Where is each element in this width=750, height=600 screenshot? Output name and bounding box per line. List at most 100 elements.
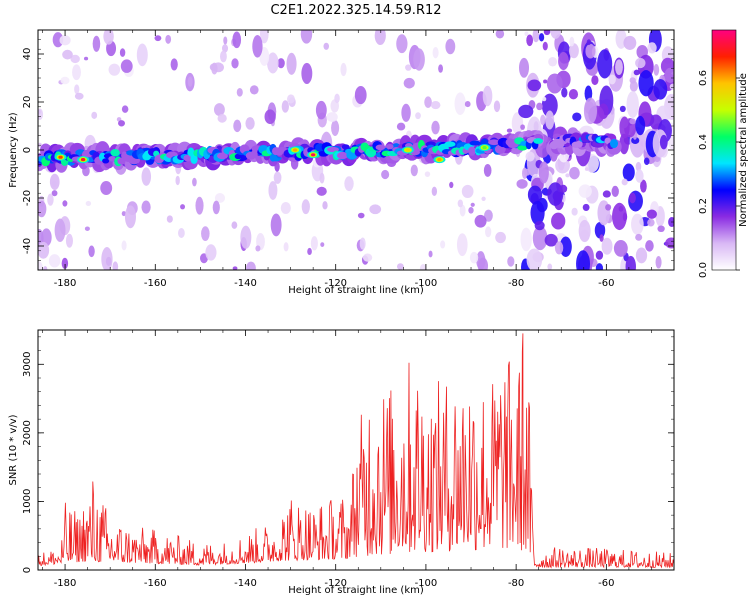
heatmap-noise-cell: [622, 163, 635, 182]
snr-x-tick-label: -180: [54, 578, 77, 589]
heatmap-y-tick-label: -40: [22, 238, 33, 254]
heatmap-noise-cell: [454, 92, 466, 116]
snr-x-tick-label: -80: [508, 578, 524, 589]
heatmap-y-tick-label: 40: [22, 48, 33, 61]
heatmap-noise-cell: [431, 186, 438, 197]
heatmap-noise-cell: [124, 205, 136, 229]
heatmap-noise-cell: [440, 240, 446, 249]
heatmap-noise-cell: [559, 236, 572, 257]
heatmap-noise-cell: [410, 164, 418, 177]
heatmap-x-tick-label: -100: [415, 278, 438, 289]
heatmap-band-cell: [234, 153, 242, 160]
heatmap-noise-cell: [445, 38, 456, 55]
heatmap-noise-cell: [474, 214, 487, 228]
colorbar: 0.0 0.2 0.4 0.6 Normalized spectral amplitu…: [698, 29, 749, 278]
heatmap-noise-cell: [568, 43, 579, 59]
heatmap-noise-cell: [396, 34, 408, 54]
heatmap-noise-cell: [232, 266, 238, 270]
heatmap-noise-cell: [521, 167, 528, 180]
heatmap-noise-cell: [629, 77, 636, 84]
colorbar-tick-label: 0.0: [698, 262, 709, 278]
colorbar-ticks: 0.0 0.2 0.4 0.6: [698, 70, 740, 278]
heatmap-noise-cell: [240, 225, 252, 249]
heatmap-noise-cell: [631, 137, 640, 144]
snr-y-tick-label: 0: [22, 567, 33, 573]
heatmap-noise-cell: [51, 190, 58, 197]
heatmap-noise-cell: [605, 204, 612, 211]
heatmap-noise-cell: [594, 221, 606, 239]
heatmap-noise-cell: [519, 57, 530, 78]
heatmap-noise-cell: [653, 78, 668, 100]
heatmap-noise-cell: [357, 212, 365, 219]
heatmap-noise-cell: [518, 104, 534, 119]
heatmap-noise-cell: [430, 101, 441, 110]
heatmap-noise-cell: [629, 192, 636, 204]
heatmap-noise-cell: [166, 215, 173, 223]
heatmap-noise-cell: [631, 213, 644, 235]
snr-x-tick-label: -160: [144, 578, 167, 589]
heatmap-noise-cell: [611, 185, 619, 198]
heatmap-noise-cell: [572, 112, 582, 122]
heatmap-hotspot: [482, 146, 487, 150]
heatmap-noise-cell: [559, 184, 568, 193]
heatmap-noise-cell: [612, 202, 627, 231]
heatmap-hotspot: [405, 148, 411, 152]
heatmap-noise-cell: [340, 62, 347, 77]
heatmap-noise-cell: [599, 234, 604, 242]
heatmap-noise-cell: [619, 105, 626, 113]
colorbar-label: Normalized spectral amplitude: [738, 73, 749, 227]
heatmap-noise-cell: [54, 218, 66, 243]
heatmap-noise-cell: [659, 134, 668, 150]
heatmap-noise-cell: [316, 186, 327, 196]
heatmap-noise-cell: [635, 161, 642, 172]
heatmap-noise-cell: [669, 83, 674, 90]
heatmap-band-cell: [341, 144, 350, 150]
heatmap-noise-cell: [424, 171, 431, 178]
snr-x-tick-label: -60: [598, 578, 614, 589]
heatmap-band-cell: [386, 143, 394, 150]
heatmap-noise-cell: [287, 94, 295, 104]
heatmap-noise-cell: [571, 207, 578, 216]
heatmap-noise-cell: [626, 91, 639, 118]
heatmap-noise-cell: [359, 237, 366, 250]
heatmap-noise-cell: [323, 42, 330, 50]
heatmap-noise-cell: [170, 58, 178, 71]
heatmap-noise-cell: [310, 236, 318, 251]
heatmap-noise-cell: [645, 240, 654, 252]
heatmap-noise-cell: [70, 54, 80, 64]
heatmap-noise-cell: [74, 92, 84, 100]
heatmap-panel: -180 -160 -140 -120 -100 -80 -60 -40 -20 0 20 40 H…: [8, 29, 675, 296]
heatmap-band-cell: [250, 150, 258, 159]
heatmap-noise-cell: [38, 261, 43, 270]
heatmap-noise-cell: [103, 30, 114, 45]
heatmap-noise-cell: [43, 266, 48, 270]
heatmap-noise-cell: [101, 247, 113, 270]
colorbar-gradient: [711, 29, 737, 271]
heatmap-y-tick-label: -20: [22, 190, 33, 206]
heatmap-noise-cell: [315, 100, 327, 120]
heatmap-band-cell: [575, 140, 583, 148]
heatmap-noise-cell: [619, 116, 630, 139]
heatmap-x-ticks: -180 -160 -140 -120 -100 -80 -60: [42, 30, 675, 289]
heatmap-noise-cell: [525, 151, 535, 162]
heatmap-noise-cell: [545, 110, 555, 130]
heatmap-noise-cell: [91, 111, 98, 119]
heatmap-noise-cell: [92, 35, 101, 52]
heatmap-noise-cell: [264, 109, 276, 125]
heatmap-noise-cell: [597, 200, 611, 226]
heatmap-noise-cell: [246, 261, 256, 270]
heatmap-noise-cell: [565, 173, 570, 178]
heatmap-noise-cell: [175, 175, 180, 186]
snr-y-tick-label: 3000: [22, 352, 33, 377]
heatmap-noise-cell: [233, 119, 242, 133]
heatmap-noise-cell: [277, 58, 285, 69]
heatmap-noise-cell: [507, 256, 515, 267]
heatmap-band-cell: [190, 154, 198, 164]
heatmap-band-cell: [444, 141, 456, 147]
heatmap-noise-cell: [84, 226, 90, 231]
heatmap-noise-cell: [482, 85, 493, 107]
heatmap-noise-cell: [543, 30, 551, 36]
heatmap-noise-cell: [457, 199, 463, 208]
heatmap-noise-cell: [583, 97, 598, 125]
heatmap-noise-cell: [653, 64, 660, 76]
